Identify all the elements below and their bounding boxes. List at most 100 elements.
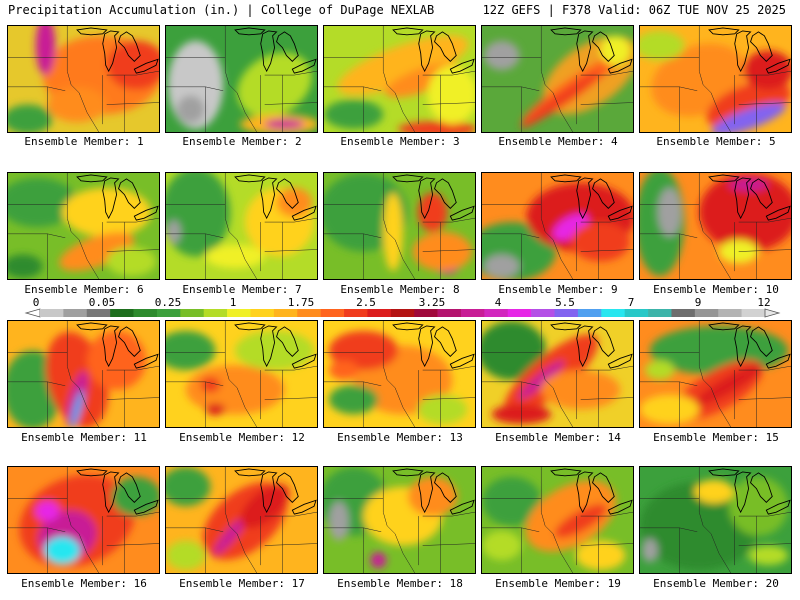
great-lake-outline (234, 27, 266, 36)
colorbar-tick-label: 0 (33, 296, 40, 309)
state-border (394, 239, 416, 279)
ensemble-map-3 (323, 25, 476, 133)
colorbar-swatch (554, 309, 579, 317)
precip-contour-region (59, 232, 135, 271)
ensemble-map-7 (165, 172, 318, 280)
precip-contour-region (711, 102, 786, 132)
great-lake-outline (276, 178, 299, 209)
precip-map-svg (640, 26, 791, 132)
precip-map-svg (8, 26, 159, 132)
colorbar-swatch (671, 309, 696, 317)
state-border (264, 365, 317, 371)
colorbar-swatch (577, 309, 602, 317)
colorbar: 0 0.05 0.25 1 1.75 2.5 3.25 4 5.5 7 9 12 (0, 296, 800, 322)
precip-contour-region (166, 540, 206, 571)
great-lake-outline (434, 472, 457, 503)
ensemble-member-label: Ensemble Member: 5 (656, 135, 776, 148)
precip-contour-region (728, 178, 769, 191)
ensemble-member-label: Ensemble Member: 19 (495, 577, 621, 590)
state-border (264, 511, 317, 517)
state-border (394, 92, 416, 132)
ensemble-map-15 (639, 320, 792, 428)
state-border (422, 365, 475, 371)
state-border (78, 387, 100, 427)
precip-contour-region (541, 370, 621, 410)
ensemble-map-8 (323, 172, 476, 280)
state-border (224, 26, 238, 93)
precip-contour-region (417, 394, 468, 425)
precip-map-svg (166, 173, 317, 279)
precip-contour-region (640, 481, 759, 571)
colorbar-swatch (460, 309, 485, 317)
precip-contour-region (185, 365, 285, 415)
ensemble-map-6 (7, 172, 160, 280)
colorbar-tick-label: 9 (695, 296, 702, 309)
colorbar-swatch (390, 309, 415, 317)
colorbar-swatch (180, 309, 205, 317)
great-lake-outline (76, 322, 108, 331)
precip-map-svg (324, 467, 475, 573)
precip-contour-region (166, 467, 211, 507)
great-lake-outline (592, 472, 615, 503)
precip-contour-region (398, 121, 475, 132)
state-border (8, 381, 66, 387)
great-lake-outline (708, 174, 740, 183)
great-lake-outline (708, 322, 740, 331)
great-lake-outline (576, 471, 594, 514)
great-lake-outline (750, 31, 773, 62)
ensemble-member-label: Ensemble Member: 4 (498, 135, 618, 148)
colorbar-swatch (531, 309, 555, 317)
ensemble-map-16 (7, 466, 160, 574)
great-lake-outline (708, 27, 740, 36)
precip-map-svg (166, 321, 317, 427)
precip-contour-region (47, 86, 107, 123)
state-border (422, 511, 475, 517)
ensemble-map-11 (7, 320, 160, 428)
precip-map-svg (482, 467, 633, 573)
state-border (580, 217, 633, 223)
state-border (264, 397, 317, 400)
precip-contour-region (641, 538, 658, 563)
colorbar-swatch (414, 309, 438, 317)
great-lake-outline (449, 205, 475, 221)
precip-contour-region (699, 173, 791, 252)
ensemble-member-label: Ensemble Member: 3 (340, 135, 460, 148)
ensemble-map-1 (7, 25, 160, 133)
ensemble-map-5 (639, 25, 792, 133)
colorbar-max-arrow (764, 308, 781, 318)
state-border (422, 217, 475, 223)
state-border (106, 249, 159, 252)
great-lake-outline (607, 205, 633, 221)
colorbar-swatch (320, 309, 345, 317)
state-border (698, 467, 712, 534)
colorbar-swatch (601, 309, 625, 317)
state-border (106, 102, 159, 105)
precip-contour-region (407, 476, 458, 517)
precip-map-svg (8, 467, 159, 573)
state-border (394, 387, 416, 427)
state-border (324, 381, 382, 387)
ensemble-member-label: Ensemble Member: 8 (340, 283, 460, 296)
great-lake-outline (576, 177, 594, 220)
precip-map-svg (166, 467, 317, 573)
state-border (382, 173, 396, 240)
ensemble-member-label: Ensemble Member: 14 (495, 431, 621, 444)
colorbar-tick-label: 7 (628, 296, 635, 309)
great-lake-outline (750, 326, 773, 357)
state-border (580, 365, 633, 371)
state-border (422, 397, 475, 400)
great-lake-outline (102, 30, 120, 73)
state-border (106, 365, 159, 371)
colorbar-swatch (86, 309, 111, 317)
state-border (166, 381, 224, 387)
state-border (106, 397, 159, 400)
great-lake-outline (102, 177, 120, 220)
great-lake-outline (260, 325, 278, 368)
great-lake-outline (418, 325, 436, 368)
colorbar-swatch (273, 309, 298, 317)
colorbar-swatch (63, 309, 88, 317)
state-border (580, 102, 633, 105)
precip-contour-region (383, 192, 403, 272)
precip-map-svg (640, 321, 791, 427)
great-lake-outline (434, 326, 457, 357)
